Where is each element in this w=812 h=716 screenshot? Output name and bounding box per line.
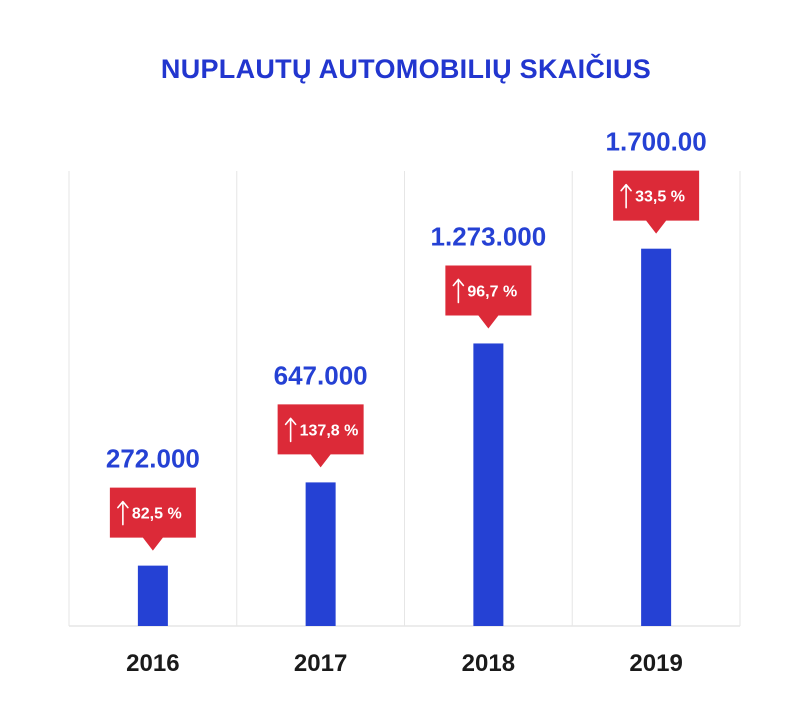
growth-badge-2019 [613, 170, 700, 234]
arrow-up-icon [620, 183, 632, 209]
growth-label-2016: 82,5 % [132, 506, 182, 523]
growth-label-2017: 137,8 % [300, 422, 359, 439]
value-label-2018: 1.273.000 [431, 221, 547, 251]
arrow-up-icon [452, 278, 465, 304]
x-tick-label-2019: 2019 [629, 650, 682, 677]
growth-badge-2017 [277, 404, 364, 468]
value-label-2017: 647.000 [274, 360, 368, 390]
value-label-2016: 272.000 [106, 444, 200, 474]
growth-label-2018: 96,7 % [467, 283, 517, 300]
growth-label-2019: 33,5 % [635, 189, 685, 206]
bar-2019 [641, 248, 672, 626]
arrow-up-icon [117, 500, 129, 526]
value-label-2019: 1.700.00 [606, 127, 707, 157]
arrow-up-icon [284, 417, 297, 443]
bar-2017 [305, 482, 336, 626]
chart-title: NUPLAUTŲ AUTOMOBILIŲ SKAIČIUS [160, 54, 652, 84]
bar-2018 [473, 343, 504, 626]
bar-2016 [137, 565, 168, 626]
growth-badge-2016 [109, 487, 196, 551]
x-tick-label-2017: 2017 [294, 650, 347, 677]
x-tick-label-2016: 2016 [126, 650, 179, 677]
x-tick-label-2018: 2018 [462, 650, 515, 677]
growth-badge-2018 [445, 265, 532, 329]
